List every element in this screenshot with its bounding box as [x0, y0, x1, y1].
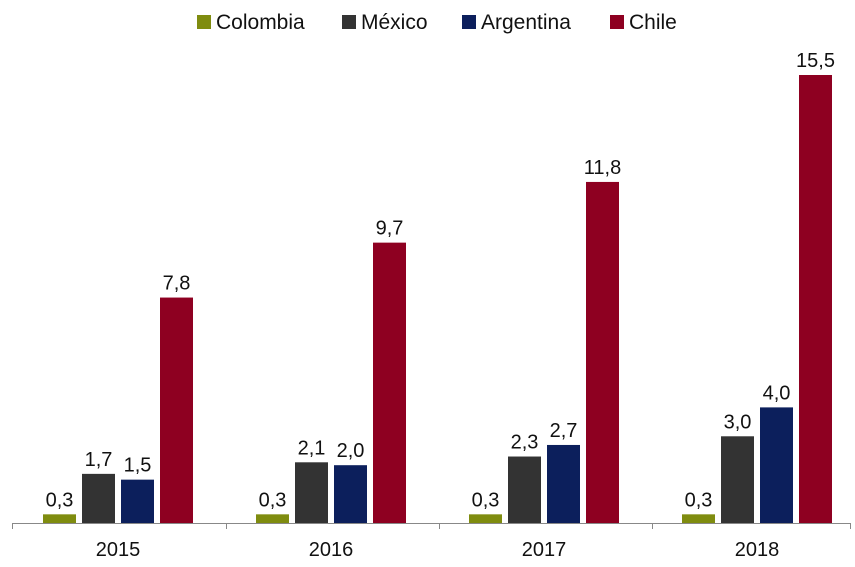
legend-swatch-colombia	[197, 15, 211, 29]
legend-swatch-argentina	[462, 15, 476, 29]
legend-label-colombia: Colombia	[216, 11, 305, 34]
bar-colombia-2016	[256, 514, 289, 523]
value-label-mexico-2017: 2,3	[511, 432, 539, 454]
bar-argentina-2015	[121, 479, 154, 523]
bar-colombia-2018	[682, 514, 715, 523]
value-label-colombia-2016: 0,3	[259, 489, 287, 511]
value-label-argentina-2018: 4,0	[763, 382, 791, 404]
legend-item-argentina: Argentina	[462, 11, 571, 34]
legend-item-mexico: México	[342, 11, 428, 34]
x-tick-label-2015: 2015	[96, 539, 141, 561]
value-label-mexico-2016: 2,1	[298, 437, 326, 459]
x-axis: 2015 2016 2017 2018	[12, 523, 851, 561]
bar-chile-2018	[799, 75, 832, 523]
legend-swatch-mexico	[342, 15, 356, 29]
x-tick-label-2017: 2017	[522, 539, 567, 561]
bar-argentina-2018	[760, 407, 793, 523]
value-label-colombia-2015: 0,3	[46, 489, 74, 511]
legend-label-chile: Chile	[629, 11, 677, 34]
bar-colombia-2017	[469, 514, 502, 523]
value-label-chile-2016: 9,7	[376, 218, 404, 240]
legend-item-chile: Chile	[610, 11, 677, 34]
value-label-chile-2017: 11,8	[584, 157, 621, 179]
bar-mexico-2017	[508, 456, 541, 523]
value-label-argentina-2017: 2,7	[550, 420, 578, 442]
value-label-chile-2018: 15,5	[796, 50, 835, 72]
bar-mexico-2016	[295, 462, 328, 523]
value-label-colombia-2017: 0,3	[472, 489, 500, 511]
value-labels: 0,3 1,7 1,5 7,8 0,3 2,1 2,0 9,7 0,3 2,3 2,7 11,8 0,3…	[46, 50, 835, 511]
legend-item-colombia: Colombia	[197, 11, 305, 34]
legend-label-mexico: México	[361, 11, 428, 34]
bar-argentina-2016	[334, 465, 367, 523]
legend: Colombia México Argentina Chile	[197, 11, 677, 34]
bar-chile-2017	[586, 181, 619, 523]
bar-colombia-2015	[43, 514, 76, 523]
bar-mexico-2018	[721, 436, 754, 523]
bar-chile-2015	[160, 297, 193, 523]
bar-mexico-2015	[82, 473, 115, 523]
value-label-chile-2015: 7,8	[163, 273, 191, 295]
value-label-argentina-2016: 2,0	[337, 440, 365, 462]
x-tick-label-2018: 2018	[735, 539, 780, 561]
x-tick-label-2016: 2016	[309, 539, 354, 561]
value-label-colombia-2018: 0,3	[685, 489, 713, 511]
legend-swatch-chile	[610, 15, 624, 29]
value-label-mexico-2018: 3,0	[724, 411, 752, 433]
bar-argentina-2017	[547, 444, 580, 523]
value-label-mexico-2015: 1,7	[85, 449, 113, 471]
value-label-argentina-2015: 1,5	[124, 455, 152, 477]
bar-chile-2016	[373, 242, 406, 523]
legend-label-argentina: Argentina	[481, 11, 571, 34]
bars	[43, 75, 832, 523]
